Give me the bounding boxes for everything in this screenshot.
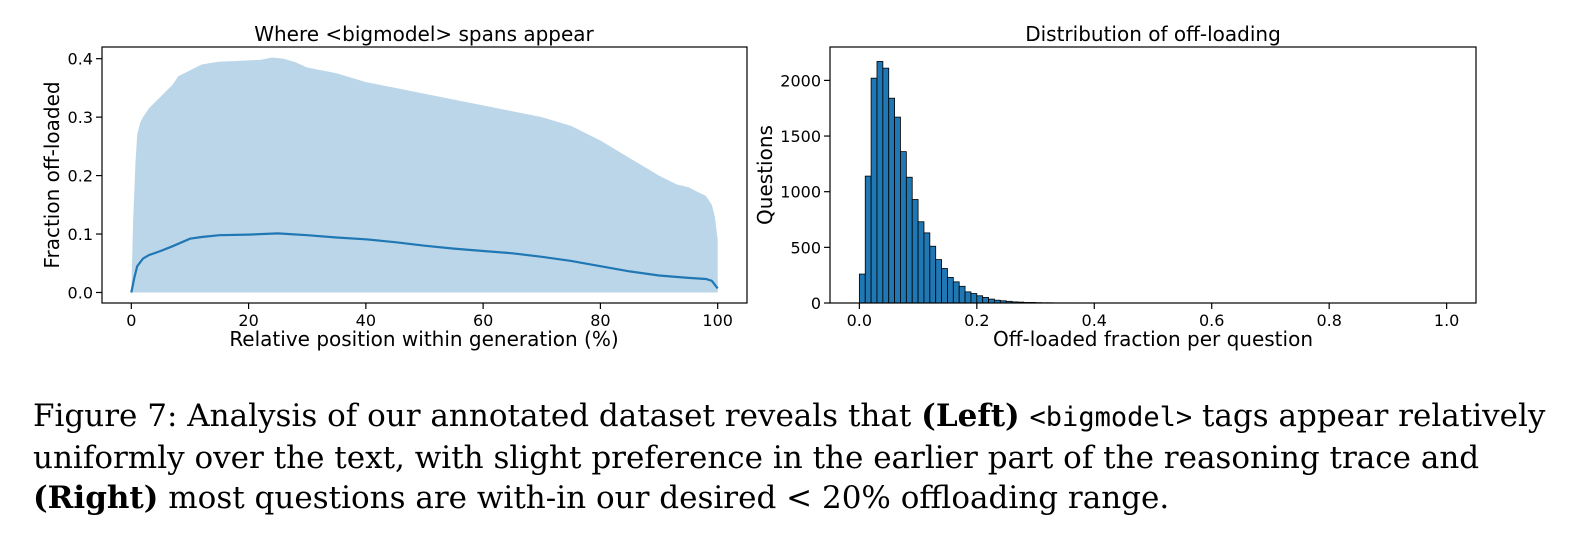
histogram-bar [952,281,960,304]
histogram-bar [935,259,942,304]
caption-left-marker: (Left) [921,398,1020,434]
histogram-bar [947,276,954,304]
caption-right-marker: (Right) [33,480,159,516]
right-y-tick-label: 0 [811,294,821,313]
caption-figure-label: Figure 7: [33,398,178,434]
left-x-tick-label: 100 [702,311,733,330]
left-y-tick-label: 0.1 [68,225,93,244]
left-band-area [131,57,718,293]
left-mean-line [130,232,719,293]
figure-caption: Figure 7: Analysis of our annotated data… [33,396,1553,518]
right-y-axis-label: Questions [753,125,777,225]
histogram-bar [970,293,978,304]
left-y-axis-label: Fraction off-loaded [40,81,64,268]
left-x-tick-label: 80 [590,311,610,330]
figure-7: Where <bigmodel> spans appear 0 20 40 60 80 1… [40,22,1477,351]
caption-text-3: most questions are with-in our desired [158,480,787,516]
left-y-tick-label: 0.0 [68,283,93,302]
histogram-bar [911,199,919,304]
right-y-tick-label: 500 [790,238,821,257]
histogram-bar [888,97,895,304]
histogram-bar [858,273,866,304]
right-x-tick-label: 0.4 [1082,311,1107,330]
histogram-bar [917,221,925,304]
caption-text-4: offloading range. [890,480,1170,516]
histogram-bar [864,175,872,304]
histogram-bar [941,268,948,304]
right-y-tick-label: 1000 [780,183,821,202]
left-y-tick-label: 0.3 [68,108,93,127]
caption-math: < 20% [786,480,891,516]
histogram-bar [929,245,937,304]
histogram-bar [905,176,913,304]
right-x-tick-label: 0.6 [1199,311,1224,330]
histogram-bar [894,116,901,304]
left-x-tick-label: 20 [238,311,258,330]
histogram-bar [870,77,878,304]
histogram-bar [876,61,884,304]
left-chart-title: Where <bigmodel> spans appear [254,22,594,46]
right-chart: Distribution of off-loading 0.0 0.2 0.4 0.6… [753,22,1477,351]
left-x-tick-label: 40 [356,311,376,330]
left-chart: Where <bigmodel> spans appear 0 20 40 60 80 1… [40,22,748,351]
right-y-tick-label: 1500 [780,127,821,146]
right-y-tick-label: 2000 [780,71,821,90]
left-x-tick-label: 0 [126,311,136,330]
histogram-bar [923,232,931,304]
left-x-axis-label: Relative position within generation (%) [229,327,618,351]
left-y-tick-label: 0.4 [68,50,93,69]
right-chart-title: Distribution of off-loading [1025,22,1281,46]
right-x-axis-label: Off-loaded fraction per question [993,327,1313,351]
caption-text-2: tags appear relatively uniformly over th… [33,398,1546,476]
histogram-bar [964,291,972,304]
right-x-tick-label: 0.2 [964,311,989,330]
left-y-tick-label: 0.2 [68,167,93,186]
caption-text-1: Analysis of our annotated dataset reveal… [177,398,922,434]
histogram-bar [900,151,907,304]
histogram-bar [982,297,989,304]
histogram-bar [882,67,890,304]
histogram-bar [958,285,966,304]
right-x-tick-label: 0.8 [1316,311,1341,330]
right-x-tick-label: 0.0 [847,311,872,330]
right-plot-frame [829,46,1477,304]
right-x-tick-label: 1.0 [1434,311,1459,330]
caption-bigmodel-tag: <bigmodel> [1029,402,1193,433]
histogram-bar [976,295,984,304]
left-x-tick-label: 60 [473,311,493,330]
